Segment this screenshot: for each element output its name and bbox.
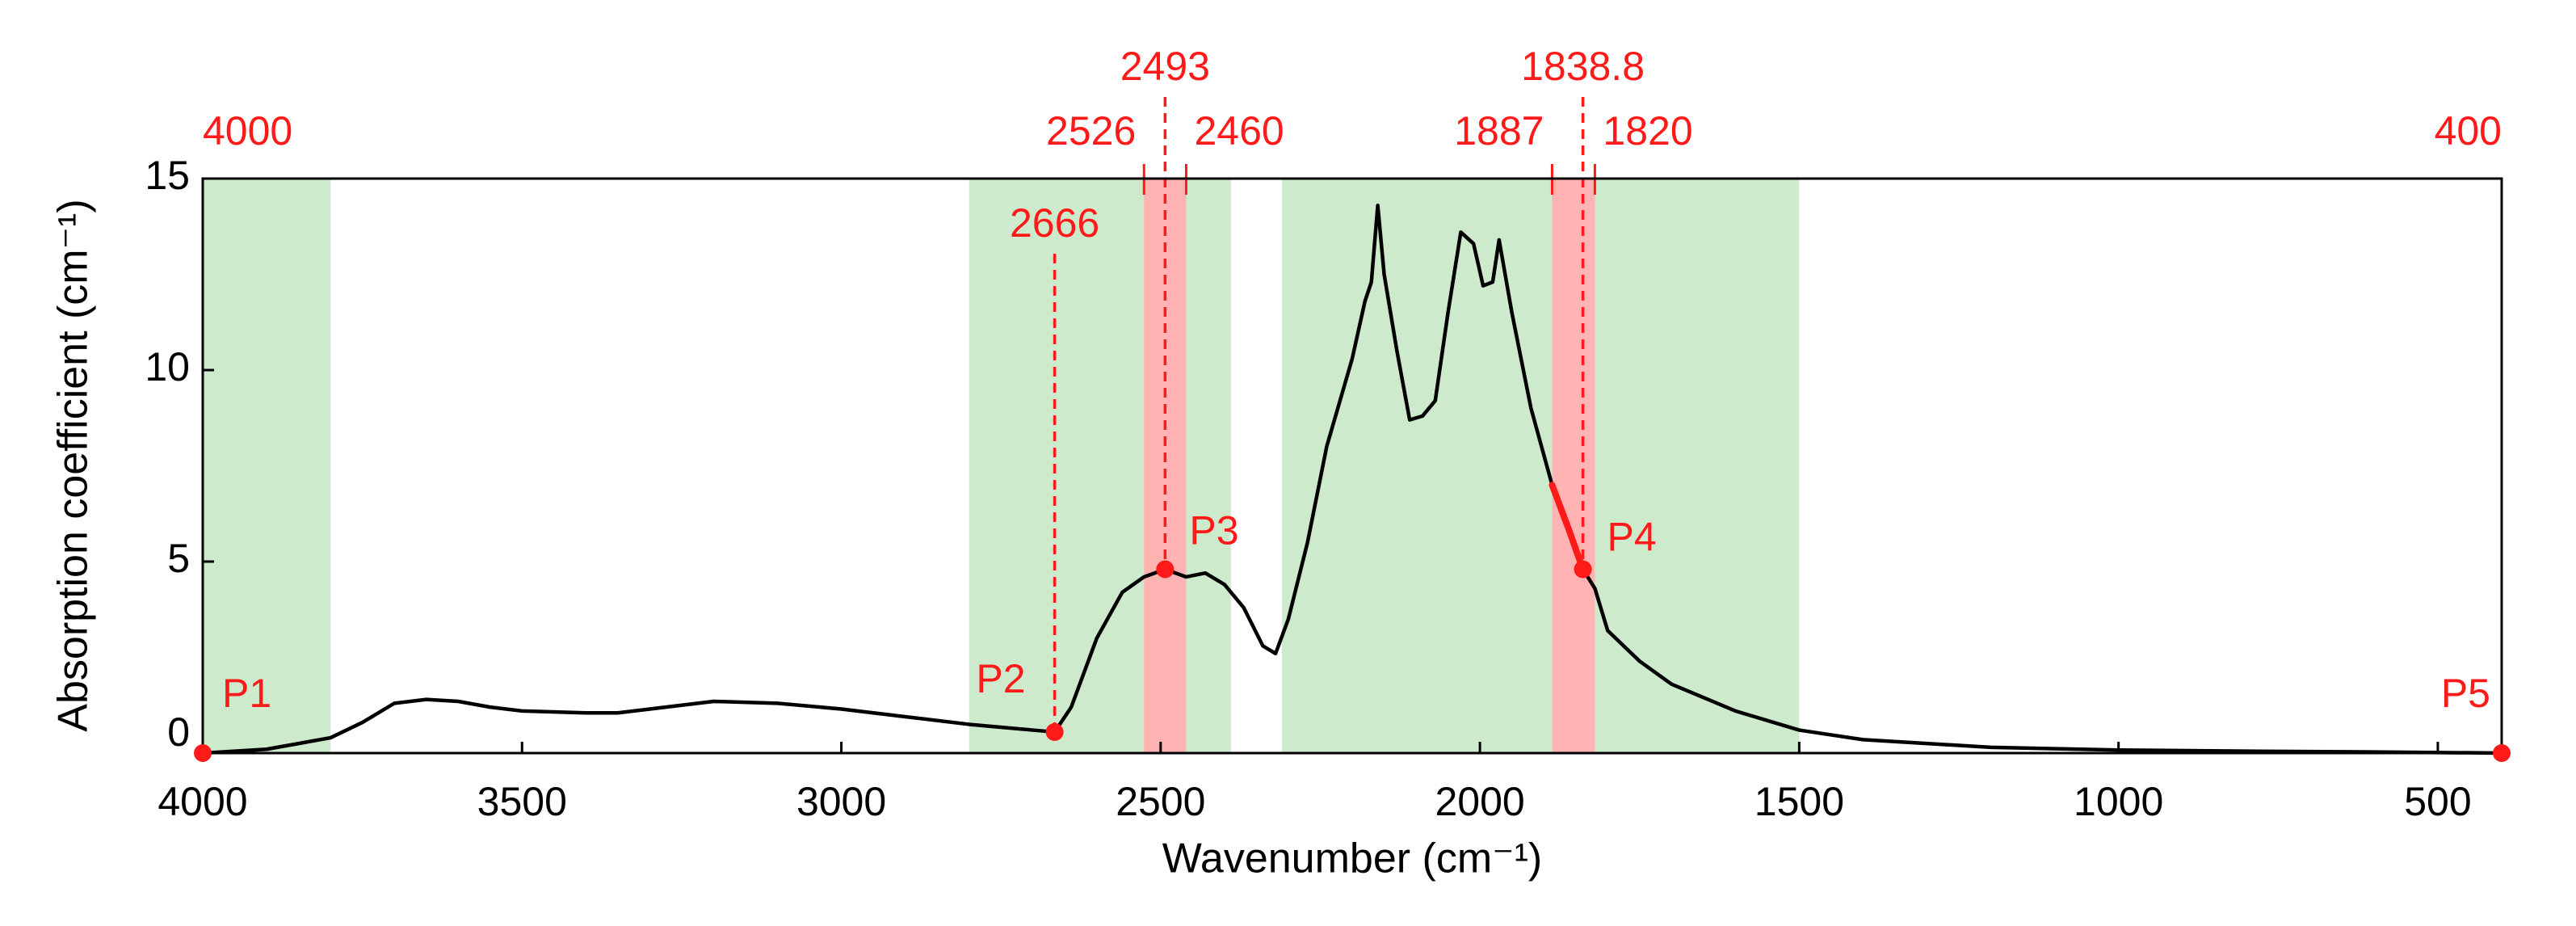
top-label: 1887 <box>1454 108 1544 154</box>
red-band <box>1144 179 1187 753</box>
highlight-segment <box>1549 482 1586 573</box>
top-label: 400 <box>2435 108 2502 154</box>
top-label: 4000 <box>203 108 292 154</box>
point <box>2493 744 2511 762</box>
point <box>194 744 212 762</box>
x-tick-label: 3500 <box>477 779 567 824</box>
green-band <box>969 179 1231 753</box>
green-band <box>203 179 331 753</box>
x-tick-label: 3000 <box>796 779 886 824</box>
point-label: P3 <box>1189 508 1238 553</box>
point <box>1156 560 1175 579</box>
point-label: P4 <box>1607 515 1657 560</box>
y-tick-label: 5 <box>167 536 190 581</box>
x-tick-label: 1500 <box>1754 779 1844 824</box>
point-label: P5 <box>2441 671 2490 716</box>
green-band <box>1282 179 1800 753</box>
point-label: P1 <box>222 671 271 716</box>
x-tick-label: 500 <box>2404 779 2471 824</box>
marker-label: 1838.8 <box>1521 44 1645 89</box>
point <box>1574 560 1592 579</box>
y-tick-label: 15 <box>145 153 190 198</box>
top-label: 2460 <box>1194 108 1284 154</box>
top-label: 1820 <box>1603 108 1692 154</box>
y-axis-label: Absorption coefficient (cm⁻¹) <box>50 199 97 731</box>
point-label: P2 <box>976 656 1025 701</box>
point <box>1045 722 1064 741</box>
x-tick-label: 2000 <box>1435 779 1524 824</box>
marker-label: 2493 <box>1120 44 1210 89</box>
x-tick-label: 2500 <box>1116 779 1205 824</box>
marker-label: 2666 <box>1010 200 1099 246</box>
x-tick-label: 4000 <box>158 779 247 824</box>
plot: 4000 2526 2460 1887 1820 400 4000 3500 3000 2500 2… <box>145 44 2511 824</box>
plot-frame <box>201 177 2503 755</box>
red-band <box>1552 179 1595 753</box>
bands <box>203 164 1800 753</box>
top-label: 2526 <box>1046 108 1136 154</box>
y-tick-label: 0 <box>167 709 190 755</box>
x-tick-label: 1000 <box>2074 779 2163 824</box>
x-axis-label: Wavenumber (cm⁻¹) <box>1162 836 1542 882</box>
y-tick-label: 10 <box>145 344 190 389</box>
spectrum-line <box>202 203 2502 756</box>
